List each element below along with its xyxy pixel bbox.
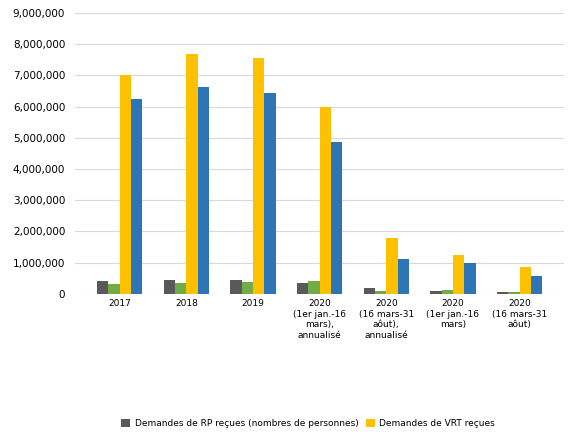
Bar xyxy=(497,292,508,294)
Bar xyxy=(297,283,308,294)
Bar xyxy=(375,291,386,294)
Bar xyxy=(253,58,264,294)
Bar xyxy=(320,107,331,294)
Bar xyxy=(198,87,209,294)
Bar xyxy=(430,291,442,294)
Bar xyxy=(242,282,253,294)
Bar xyxy=(386,238,397,294)
Bar xyxy=(131,99,142,294)
Bar xyxy=(308,281,320,294)
Bar xyxy=(508,292,520,294)
Bar xyxy=(97,281,108,294)
Bar xyxy=(230,280,242,294)
Bar xyxy=(453,255,464,294)
Bar xyxy=(108,284,120,294)
Bar xyxy=(520,267,531,294)
Bar xyxy=(264,92,276,294)
Bar xyxy=(363,289,375,294)
Bar xyxy=(531,276,542,294)
Bar xyxy=(464,263,476,294)
Bar xyxy=(331,142,342,294)
Bar xyxy=(397,258,409,294)
Bar xyxy=(187,54,198,294)
Legend: Demandes de RP reçues (nombres de personnes), Demandes de RP approuvées, Demande: Demandes de RP reçues (nombres de person… xyxy=(119,416,521,432)
Bar xyxy=(120,75,131,294)
Bar xyxy=(175,283,187,294)
Bar xyxy=(164,280,175,294)
Bar xyxy=(442,290,453,294)
